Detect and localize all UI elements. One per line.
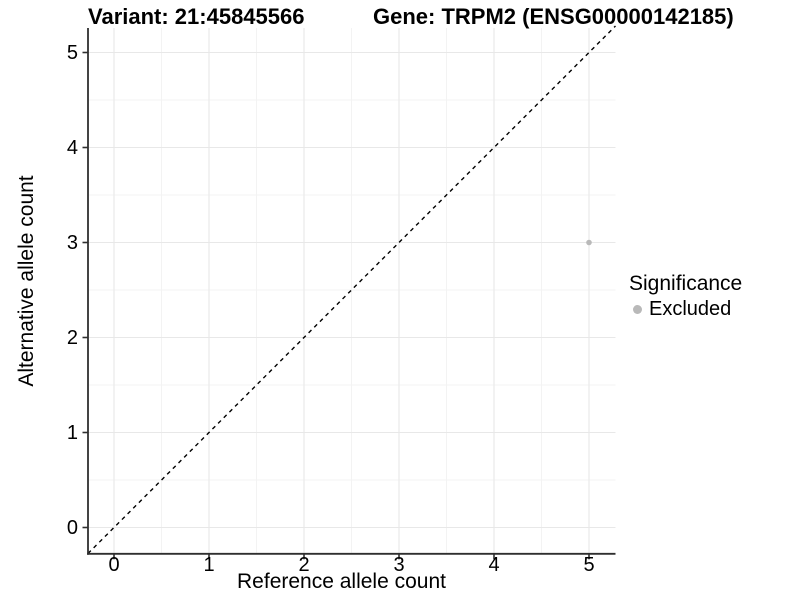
x-tick-label: 1 bbox=[203, 554, 215, 576]
y-tick-label: 0 bbox=[66, 516, 78, 539]
plot-title-variant: Variant: 21:45845566 bbox=[88, 4, 305, 29]
x-tick-label: 2 bbox=[298, 554, 310, 576]
y-tick-label: 3 bbox=[66, 231, 78, 254]
x-axis-title: Reference allele count bbox=[237, 570, 446, 593]
y-axis-title: Alternative allele count bbox=[15, 175, 38, 387]
y-tick-label: 4 bbox=[66, 136, 78, 159]
legend: Significance Excluded bbox=[629, 271, 742, 321]
legend-item-label: Excluded bbox=[649, 298, 732, 320]
y-tick-label: 1 bbox=[66, 421, 78, 444]
legend-item-excluded: Excluded bbox=[629, 297, 742, 321]
x-tick-label: 4 bbox=[488, 554, 500, 576]
x-tick-label: 3 bbox=[393, 554, 405, 576]
y-tick-label: 2 bbox=[66, 326, 78, 349]
plot-title-gene: Gene: TRPM2 (ENSG00000142185) bbox=[373, 4, 734, 29]
legend-point-icon bbox=[633, 304, 642, 314]
x-tick-label: 0 bbox=[108, 554, 120, 576]
data-point bbox=[586, 239, 592, 246]
legend-title: Significance bbox=[629, 272, 743, 295]
x-tick-label: 5 bbox=[583, 554, 595, 576]
y-tick-label: 5 bbox=[66, 41, 78, 64]
